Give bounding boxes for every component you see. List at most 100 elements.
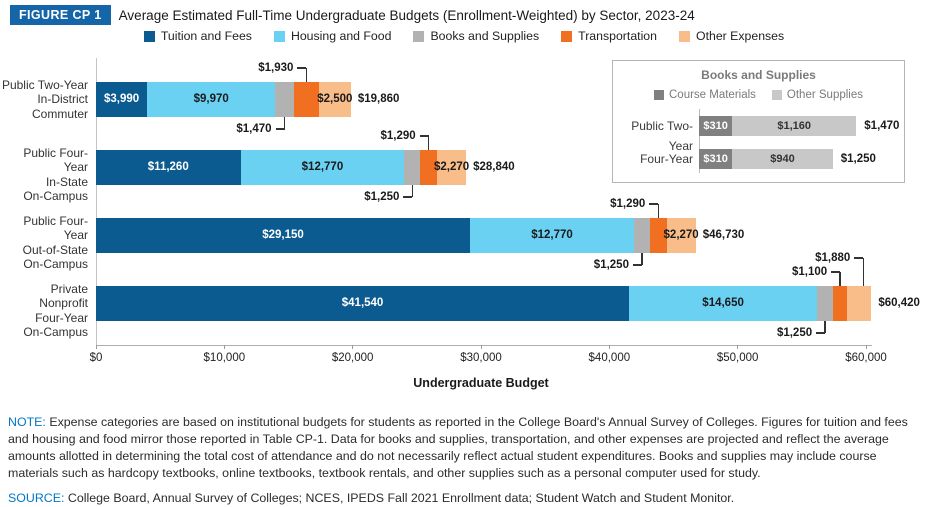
legend-swatch-icon (143, 30, 155, 42)
legend-item-label: Other Expenses (696, 29, 785, 43)
callout-line (305, 68, 308, 82)
category-label-line: In-State (45, 174, 88, 189)
segment-label: $41,540 (341, 297, 384, 309)
callout-label: $1,290 (380, 130, 416, 142)
inset-books-and-supplies: Books and Supplies Course Materials Other … (612, 60, 905, 183)
inset-legend-item-1: Other Supplies (771, 89, 863, 101)
bar-segment-transportation (833, 286, 848, 321)
x-axis-tick-label: $0 (89, 352, 103, 364)
bar-total-label: $19,860 (357, 93, 400, 105)
x-axis-tick (608, 345, 610, 349)
inset-title: Books and Supplies (701, 68, 816, 82)
note-prefix: NOTE: (8, 415, 46, 430)
category-label-line: Public Two-Year (1, 77, 88, 92)
legend-swatch-icon (561, 30, 573, 42)
legend-item-1: Housing and Food (273, 29, 392, 43)
callout-label: $1,290 (610, 198, 646, 210)
legend-item-label: Books and Supplies (430, 29, 540, 43)
callout-line (419, 135, 429, 137)
x-axis-tick (737, 345, 739, 349)
callout-line (283, 117, 286, 129)
legend-swatch-icon (679, 30, 690, 42)
bar-segment-other-expenses (847, 286, 872, 321)
category-label-line: Public Four-Year (23, 213, 88, 243)
bar-segment-tuition-and-fees (96, 82, 148, 117)
inset-bar-total-label: $1,250 (840, 153, 876, 165)
category-label-line: Public Four-Year (23, 145, 88, 175)
bar-total-label: $60,420 (878, 297, 920, 309)
note-text: NOTE: Expense categories are based on in… (8, 415, 908, 480)
bar-segment-housing-and-food (240, 150, 405, 185)
inset-segment-label: $1,160 (777, 120, 812, 132)
x-axis-tick (865, 345, 867, 349)
callout-line (632, 264, 642, 266)
callout-label: $1,100 (792, 266, 828, 278)
inset-legend-item-label: Course Materials (669, 89, 756, 101)
category-label-line: On-Campus (23, 257, 88, 272)
callout-label: $1,250 (593, 259, 629, 271)
bar-segment-transportation (294, 82, 319, 117)
callout-line (275, 128, 285, 130)
category-label-line: On-Campus (23, 189, 88, 204)
main-chart: $0 $10,000 $20,000 $30,000 $40,000 $50,000 $60… (0, 58, 928, 398)
inset-bar-segment-other-supplies (732, 149, 833, 169)
bar-segment-other-expenses (318, 82, 351, 117)
segment-label: $12,770 (531, 229, 573, 241)
x-axis-tick-label: $20,000 (331, 352, 374, 364)
x-axis-tick-label: $50,000 (716, 352, 759, 364)
x-axis-tick-label: $40,000 (588, 352, 631, 364)
legend-item-0: Tuition and Fees (143, 29, 252, 43)
callout-line (816, 332, 826, 334)
bar-segment-books-and-supplies (633, 218, 650, 253)
bar-segment-tuition-and-fees (96, 218, 471, 253)
segment-label: $2,270 (663, 229, 699, 241)
legend-item-3: Transportation (561, 29, 657, 43)
callout-line (831, 271, 841, 273)
category-label: Private Nonprofit Four-Year On-Campus (0, 282, 88, 340)
bar-segment-books-and-supplies (404, 150, 421, 185)
bar-segment-housing-and-food (147, 82, 276, 117)
legend-item-label: Housing and Food (290, 29, 392, 43)
bar-segment-other-expenses (666, 218, 696, 253)
bar-segment-tuition-and-fees (96, 286, 630, 321)
inset-bar-total-label: $1,470 (864, 120, 900, 132)
inset-bar-segment-course-materials (699, 116, 733, 136)
category-label-line: Four-Year (35, 310, 88, 325)
inset-y-axis-line (699, 109, 700, 173)
bar-total-label: $28,840 (473, 161, 515, 173)
callout-line (649, 203, 659, 205)
figure-header: FIGURE CP 1 Average Estimated Full-Time … (10, 5, 695, 25)
callout-line (403, 196, 413, 198)
main-legend: Tuition and Fees Housing and Food Books an… (0, 29, 928, 43)
callout-line (862, 258, 865, 286)
bar-segment-tuition-and-fees (96, 150, 241, 185)
callout-line (839, 272, 841, 286)
legend-item-label: Transportation (578, 29, 657, 43)
callout-line (824, 321, 826, 333)
source-text: SOURCE: College Board, Annual Survey of … (8, 491, 735, 506)
category-label: Public Four-Year In-State On-Campus (0, 146, 88, 204)
inset-segment-label: $940 (770, 153, 795, 165)
segment-label: $12,770 (301, 161, 344, 173)
x-axis-line (96, 345, 872, 346)
callout-label: $1,250 (364, 191, 400, 203)
segment-label: $2,500 (317, 93, 353, 105)
x-axis-tick (480, 345, 482, 349)
bar-segment-housing-and-food (470, 218, 634, 253)
callout-line (427, 136, 430, 150)
callout-label: $1,930 (258, 62, 294, 74)
inset-legend: Course Materials Other Supplies (613, 89, 904, 101)
bar-segment-transportation (420, 150, 437, 185)
category-label-line: Out-of-State (22, 242, 88, 257)
callout-label: $1,470 (236, 123, 272, 135)
inset-segment-label: $310 (703, 120, 728, 132)
callout-label: $1,250 (776, 327, 813, 339)
bar-total-label: $46,730 (702, 229, 745, 241)
x-axis-tick (352, 345, 354, 349)
legend-swatch-icon (273, 30, 285, 42)
segment-label: $14,650 (702, 297, 744, 309)
bar-segment-transportation (650, 218, 667, 253)
segment-label: $11,260 (147, 161, 189, 173)
bar-segment-other-expenses (436, 150, 467, 185)
bar-segment-books-and-supplies (275, 82, 294, 117)
